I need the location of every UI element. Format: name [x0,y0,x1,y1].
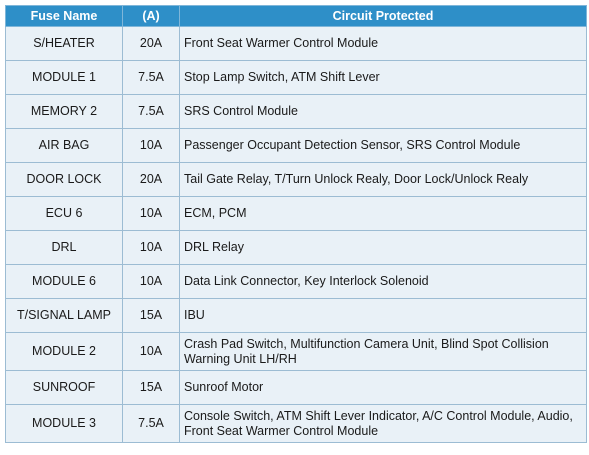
fuse-name-cell: AIR BAG [5,128,123,163]
table-row: AIR BAG 10A Passenger Occupant Detection… [5,128,587,163]
amperage-cell: 15A [122,370,180,405]
table-row: DRL 10A DRL Relay [5,230,587,265]
amperage-cell: 10A [122,128,180,163]
circuit-cell: Sunroof Motor [179,370,587,405]
fuse-name-cell: S/HEATER [5,26,123,61]
circuit-cell: ECM, PCM [179,196,587,231]
fuse-name-cell: SUNROOF [5,370,123,405]
fuse-name-cell: DRL [5,230,123,265]
circuit-cell: Front Seat Warmer Control Module [179,26,587,61]
circuit-cell: DRL Relay [179,230,587,265]
circuit-cell: Crash Pad Switch, Multifunction Camera U… [179,332,587,371]
header-row: Fuse Name (A) Circuit Protected [5,5,587,27]
fuse-name-cell: DOOR LOCK [5,162,123,197]
amperage-cell: 7.5A [122,404,180,443]
fuse-name-cell: ECU 6 [5,196,123,231]
circuit-cell: SRS Control Module [179,94,587,129]
amperage-cell: 15A [122,298,180,333]
fuse-name-cell: MODULE 2 [5,332,123,371]
header-fuse-name: Fuse Name [5,5,123,27]
table-row: MEMORY 2 7.5A SRS Control Module [5,94,587,129]
fuse-name-cell: MODULE 3 [5,404,123,443]
header-circuit-protected: Circuit Protected [179,5,587,27]
fuse-table: Fuse Name (A) Circuit Protected S/HEATER… [5,5,587,443]
circuit-cell: Tail Gate Relay, T/Turn Unlock Realy, Do… [179,162,587,197]
table-row: DOOR LOCK 20A Tail Gate Relay, T/Turn Un… [5,162,587,197]
amperage-cell: 7.5A [122,60,180,95]
table-row: T/SIGNAL LAMP 15A IBU [5,298,587,333]
header-amperage: (A) [122,5,180,27]
circuit-cell: Passenger Occupant Detection Sensor, SRS… [179,128,587,163]
amperage-cell: 10A [122,264,180,299]
fuse-name-cell: MODULE 6 [5,264,123,299]
amperage-cell: 10A [122,332,180,371]
amperage-cell: 10A [122,196,180,231]
amperage-cell: 10A [122,230,180,265]
table-row: ECU 6 10A ECM, PCM [5,196,587,231]
amperage-cell: 7.5A [122,94,180,129]
circuit-cell: Console Switch, ATM Shift Lever Indicato… [179,404,587,443]
fuse-name-cell: T/SIGNAL LAMP [5,298,123,333]
table-row: MODULE 1 7.5A Stop Lamp Switch, ATM Shif… [5,60,587,95]
amperage-cell: 20A [122,26,180,61]
table-row: MODULE 6 10A Data Link Connector, Key In… [5,264,587,299]
circuit-cell: IBU [179,298,587,333]
table-row: MODULE 3 7.5A Console Switch, ATM Shift … [5,404,587,443]
table-row: SUNROOF 15A Sunroof Motor [5,370,587,405]
circuit-cell: Data Link Connector, Key Interlock Solen… [179,264,587,299]
fuse-name-cell: MODULE 1 [5,60,123,95]
fuse-name-cell: MEMORY 2 [5,94,123,129]
table-row: S/HEATER 20A Front Seat Warmer Control M… [5,26,587,61]
fuse-table-container: Fuse Name (A) Circuit Protected S/HEATER… [5,5,587,443]
table-row: MODULE 2 10A Crash Pad Switch, Multifunc… [5,332,587,371]
amperage-cell: 20A [122,162,180,197]
circuit-cell: Stop Lamp Switch, ATM Shift Lever [179,60,587,95]
